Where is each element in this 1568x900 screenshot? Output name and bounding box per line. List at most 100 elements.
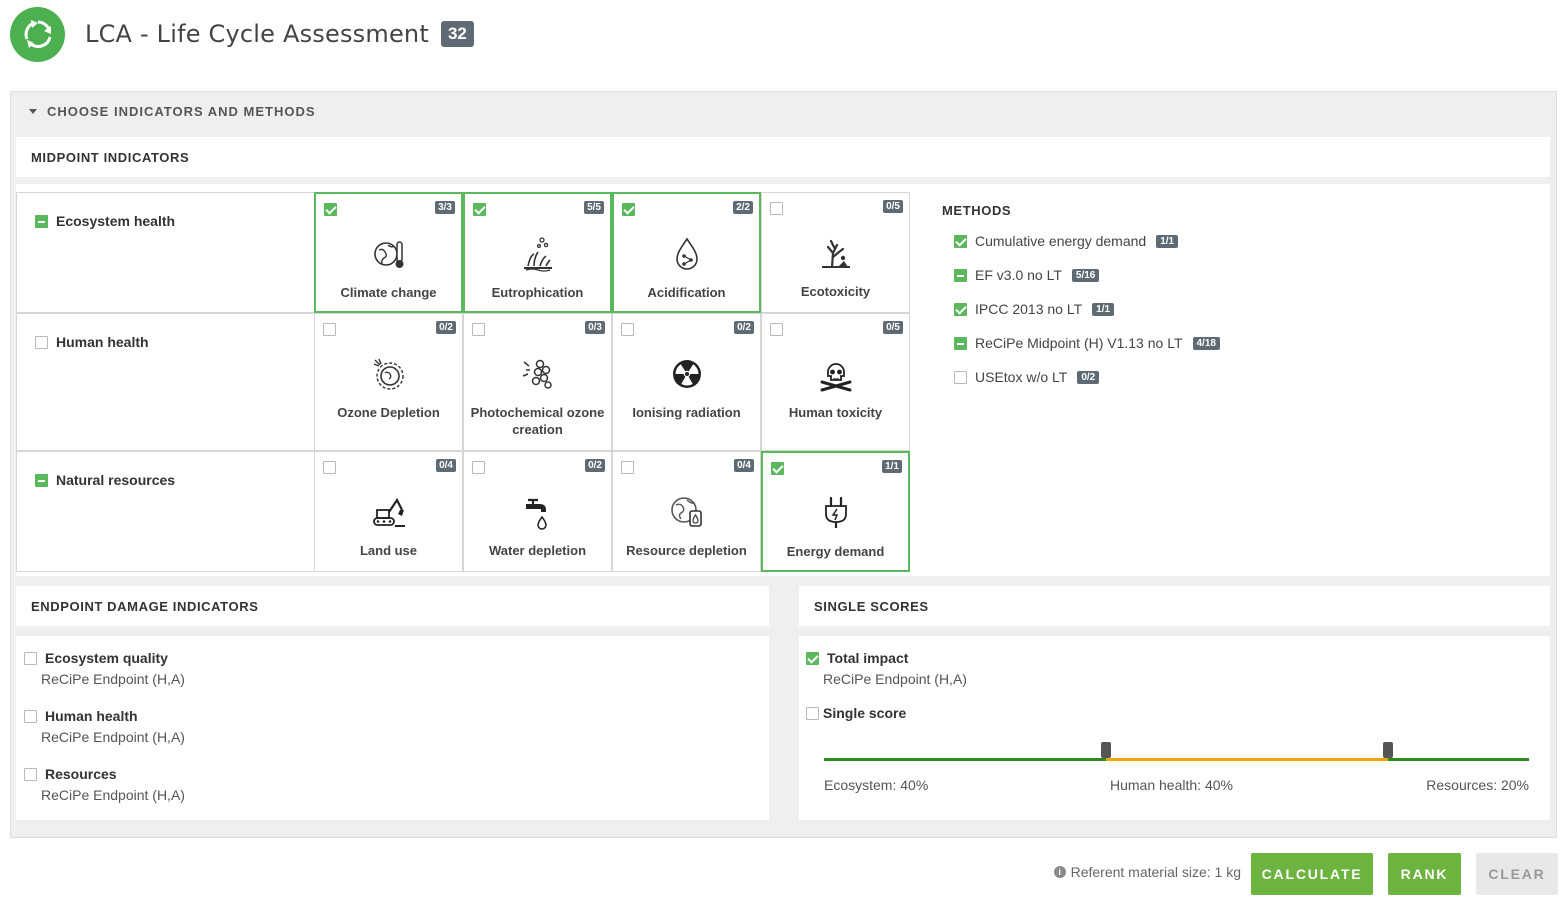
single-scores-header: SINGLE SCORES bbox=[799, 586, 1550, 626]
indicator-checkbox[interactable] bbox=[771, 462, 784, 475]
indicator-name: Water depletion bbox=[488, 543, 587, 558]
ratio-badge: 0/4 bbox=[436, 459, 456, 472]
slider-segment-ecosystem bbox=[824, 758, 1106, 761]
indicator-name: Resource depletion bbox=[626, 543, 747, 558]
indicator-checkbox[interactable] bbox=[323, 323, 336, 336]
row-label-text: Natural resources bbox=[56, 472, 176, 488]
indicator-name: Eutrophication bbox=[491, 285, 584, 300]
slider-handle-1[interactable] bbox=[1101, 742, 1111, 758]
single-scores-content bbox=[799, 636, 1550, 820]
page-title: LCA - Life Cycle Assessment bbox=[85, 20, 429, 48]
single-score-checkbox[interactable] bbox=[806, 706, 819, 720]
climate-change-icon bbox=[373, 241, 403, 268]
power-plug-icon bbox=[824, 496, 847, 528]
referent-size-text: Referent material size: 1 kg bbox=[1070, 864, 1241, 880]
endpoint-human-health[interactable]: Human health ReCiPe Endpoint (H,A) bbox=[24, 708, 185, 745]
total-impact-checkbox[interactable] bbox=[806, 651, 819, 665]
indicator-acidification[interactable]: 2/2 Acidification bbox=[612, 192, 761, 313]
indicator-ozone-depletion[interactable]: 0/2 Ozone Depletion bbox=[314, 313, 463, 451]
method-recipe-midpoint[interactable]: ReCiPe Midpoint (H) V1.13 no LT 4/18 bbox=[942, 326, 1220, 360]
method-checkbox[interactable] bbox=[954, 268, 967, 282]
ratio-badge: 3/3 bbox=[435, 201, 455, 214]
row-label-text: Ecosystem health bbox=[56, 213, 176, 229]
row-label-text: Human health bbox=[56, 334, 149, 350]
endpoint-checkbox[interactable] bbox=[24, 767, 37, 781]
calculate-button[interactable]: CALCULATE bbox=[1251, 853, 1373, 895]
total-impact-method: ReCiPe Endpoint (H,A) bbox=[823, 671, 967, 687]
single-score-label: Single score bbox=[823, 705, 907, 721]
ratio-badge: 2/2 bbox=[733, 201, 753, 214]
indicator-energy-demand[interactable]: 1/1 Energy demand bbox=[761, 451, 910, 572]
ratio-badge: 5/5 bbox=[584, 201, 604, 214]
method-checkbox[interactable] bbox=[954, 336, 967, 350]
indicator-name: Energy demand bbox=[786, 544, 885, 559]
indicator-ionising-radiation[interactable]: 0/2 Ionising radiation bbox=[612, 313, 761, 451]
photochemical-ozone-icon bbox=[522, 359, 552, 389]
total-impact-option[interactable]: Total impact ReCiPe Endpoint (H,A) bbox=[806, 650, 967, 687]
single-score-option[interactable]: Single score bbox=[806, 705, 906, 721]
choose-indicators-toggle[interactable]: CHOOSE INDICATORS AND METHODS bbox=[29, 104, 316, 119]
indicator-ecotoxicity[interactable]: 0/5 Ecotoxicity bbox=[761, 192, 910, 313]
group-checkbox[interactable] bbox=[35, 335, 48, 349]
row-label-human-health[interactable]: Human health bbox=[16, 313, 316, 451]
group-checkbox[interactable] bbox=[35, 214, 48, 228]
midpoint-title: MIDPOINT INDICATORS bbox=[31, 150, 190, 165]
indicator-checkbox[interactable] bbox=[621, 323, 634, 336]
indicator-name: Ecotoxicity bbox=[800, 284, 871, 299]
endpoint-resources[interactable]: Resources ReCiPe Endpoint (H,A) bbox=[24, 766, 185, 803]
method-cumulative-energy-demand[interactable]: Cumulative energy demand 1/1 bbox=[942, 224, 1220, 258]
indicator-name: Ionising radiation bbox=[632, 405, 741, 420]
endpoint-checkbox[interactable] bbox=[24, 651, 37, 665]
endpoint-label: Human health bbox=[45, 708, 138, 724]
rank-button[interactable]: RANK bbox=[1388, 853, 1461, 895]
endpoint-label: Resources bbox=[45, 766, 117, 782]
indicator-checkbox[interactable] bbox=[323, 461, 336, 474]
indicator-checkbox[interactable] bbox=[472, 323, 485, 336]
indicator-checkbox[interactable] bbox=[770, 202, 783, 215]
method-checkbox[interactable] bbox=[954, 302, 967, 316]
method-ratio-badge: 0/2 bbox=[1077, 370, 1100, 384]
indicator-resource-depletion[interactable]: 0/4 Resource depletion bbox=[612, 451, 761, 572]
indicator-water-depletion[interactable]: 0/2 Water depletion bbox=[463, 451, 612, 572]
indicator-checkbox[interactable] bbox=[472, 461, 485, 474]
weight-label-human-health: Human health: 40% bbox=[1110, 777, 1233, 793]
indicator-checkbox[interactable] bbox=[622, 203, 635, 216]
total-impact-label: Total impact bbox=[827, 650, 909, 666]
methods-title: METHODS bbox=[942, 203, 1012, 218]
method-checkbox[interactable] bbox=[954, 370, 967, 384]
method-ratio-badge: 4/18 bbox=[1192, 336, 1220, 350]
row-label-ecosystem-health[interactable]: Ecosystem health bbox=[16, 192, 316, 313]
indicator-climate-change[interactable]: 3/3 Climate change bbox=[314, 192, 463, 313]
method-checkbox[interactable] bbox=[954, 234, 967, 248]
method-usetox[interactable]: USEtox w/o LT 0/2 bbox=[942, 360, 1220, 394]
recycle-icon bbox=[10, 6, 65, 62]
endpoint-ecosystem-quality[interactable]: Ecosystem quality ReCiPe Endpoint (H,A) bbox=[24, 650, 185, 687]
endpoint-label: Ecosystem quality bbox=[45, 650, 168, 666]
ratio-badge: 0/2 bbox=[436, 321, 456, 334]
indicator-checkbox[interactable] bbox=[324, 203, 337, 216]
indicator-checkbox[interactable] bbox=[621, 461, 634, 474]
endpoint-title: ENDPOINT DAMAGE INDICATORS bbox=[31, 599, 259, 614]
indicator-checkbox[interactable] bbox=[770, 323, 783, 336]
indicator-land-use[interactable]: 0/4 Land use bbox=[314, 451, 463, 572]
endpoint-checkbox[interactable] bbox=[24, 709, 37, 723]
indicator-photochemical-ozone-creation[interactable]: 0/3 Photochemical ozone creation bbox=[463, 313, 612, 451]
caret-down-icon bbox=[29, 109, 37, 114]
clear-button[interactable]: CLEAR bbox=[1476, 853, 1558, 895]
method-ipcc-2013[interactable]: IPCC 2013 no LT 1/1 bbox=[942, 292, 1220, 326]
indicator-human-toxicity[interactable]: 0/5 Human toxicity bbox=[761, 313, 910, 451]
ratio-badge: 0/4 bbox=[734, 459, 754, 472]
count-badge: 32 bbox=[440, 21, 474, 47]
method-label: ReCiPe Midpoint (H) V1.13 no LT bbox=[975, 335, 1183, 351]
row-label-natural-resources[interactable]: Natural resources bbox=[16, 451, 316, 572]
endpoint-method: ReCiPe Endpoint (H,A) bbox=[41, 787, 185, 803]
indicator-eutrophication[interactable]: 5/5 Eutrophication bbox=[463, 192, 612, 313]
group-checkbox[interactable] bbox=[35, 473, 48, 487]
ecotoxicity-icon bbox=[821, 239, 850, 269]
method-ef-v3[interactable]: EF v3.0 no LT 5/16 bbox=[942, 258, 1220, 292]
weight-label-ecosystem: Ecosystem: 40% bbox=[824, 777, 929, 793]
indicator-name: Climate change bbox=[340, 285, 437, 300]
indicator-checkbox[interactable] bbox=[473, 203, 486, 216]
slider-handle-2[interactable] bbox=[1383, 742, 1393, 758]
method-ratio-badge: 5/16 bbox=[1071, 268, 1100, 282]
